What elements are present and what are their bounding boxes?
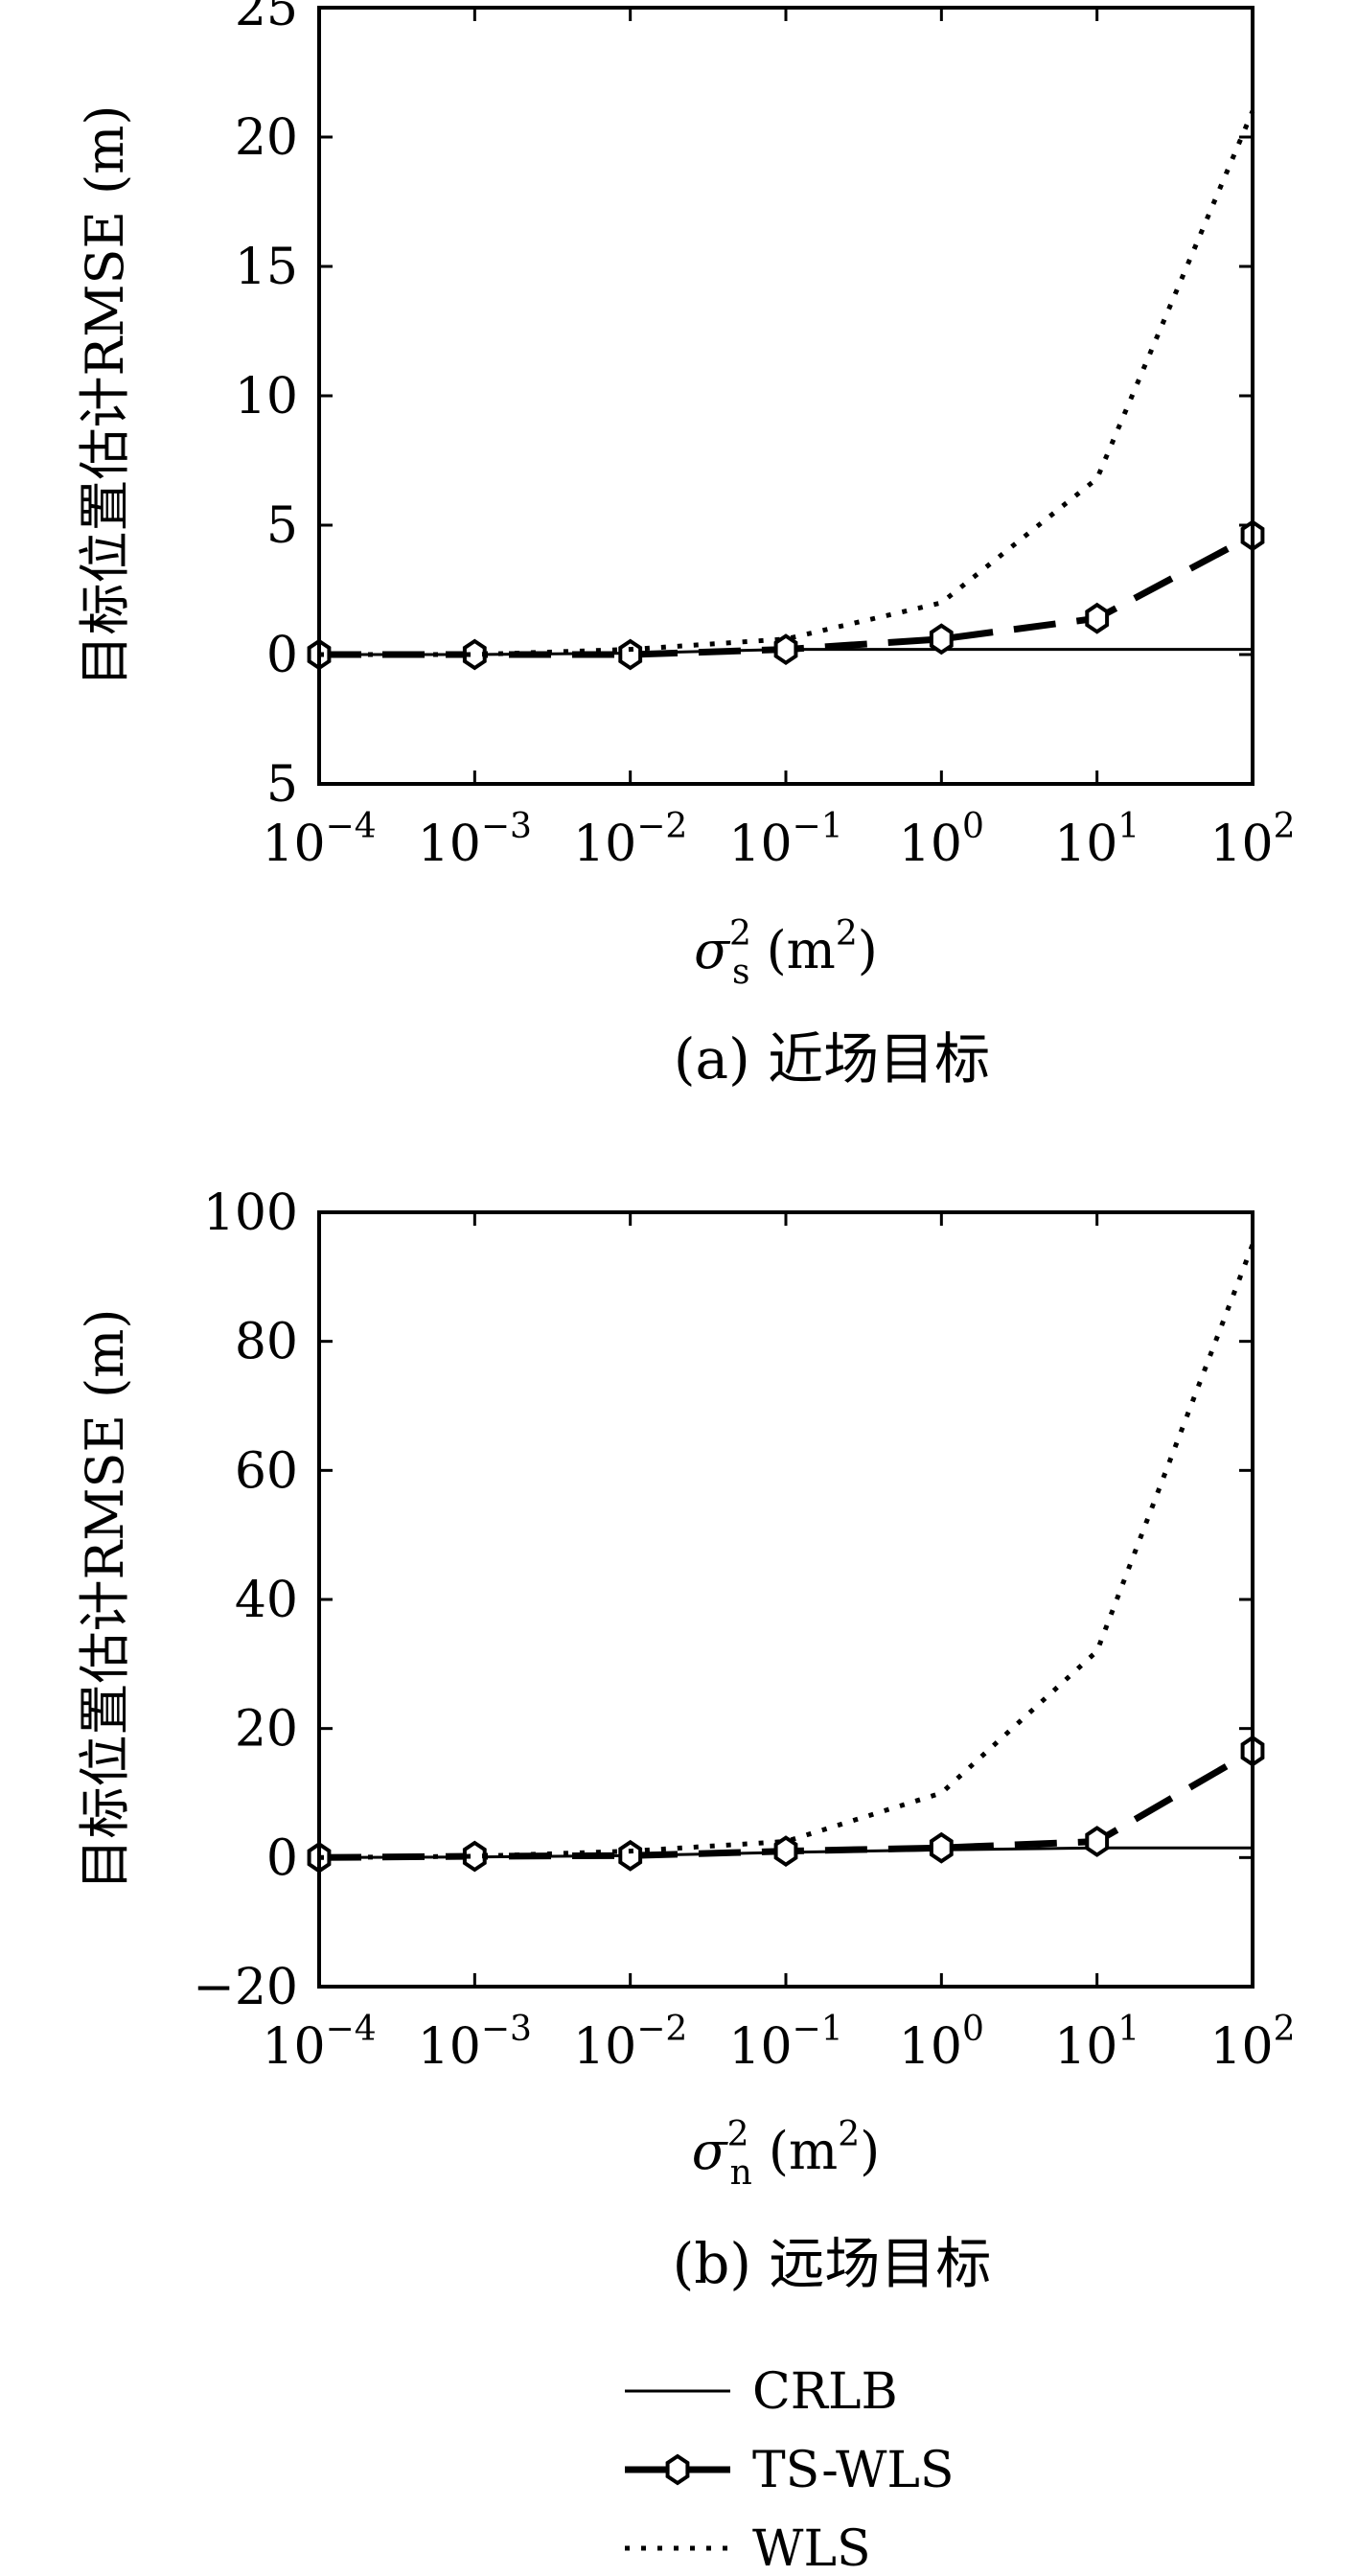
x-tick-label: 101 [1054, 807, 1139, 873]
legend-label-wls: WLS [752, 2520, 871, 2576]
y-tick-label: 5 [266, 497, 298, 555]
y-tick-label: 20 [235, 1701, 298, 1759]
y-tick-label: 0 [266, 627, 298, 684]
series-marker-ts-wls [929, 623, 954, 656]
y-tick-label: −20 [193, 1959, 298, 2016]
y-axis-label: 目标位置估计RMSE (m) [75, 1309, 135, 1891]
plot-frame [317, 1210, 1254, 1989]
x-tick-label: 10−1 [728, 2010, 842, 2076]
x-tick-label: 10−2 [573, 807, 687, 873]
plot-frame [317, 6, 1254, 786]
x-axis-label: σ2 s (m2) [694, 914, 878, 992]
x-tick-label: 101 [1054, 2010, 1139, 2076]
series-line-wls [319, 110, 1255, 657]
y-tick-label: 0 [266, 1829, 298, 1887]
series-marker-ts-wls [773, 633, 798, 666]
series-marker-ts-wls [462, 638, 487, 671]
y-axis-label: 目标位置估计RMSE (m) [75, 105, 135, 687]
x-axis-label: σ2 n (m2) [692, 2115, 880, 2193]
x-tick-label: 10−1 [728, 807, 842, 873]
caption-b: (b) 远场目标 [673, 2231, 992, 2296]
legend-label-ts-wls: TS-WLS [752, 2442, 955, 2499]
x-tick-label: 10−3 [418, 2010, 532, 2076]
legend: CRLB TS-WLS WLS [625, 2363, 955, 2576]
caption-a: (a) 近场目标 [674, 1026, 990, 1092]
chart-far-field: (b) 远场目标 −20 0 20 40 60 80 100 10−4 10−3 10−2 10−1… [75, 1184, 1296, 2296]
chart-near-field: (a) 近场目标 5 0 5 10 15 20 25 10−4 10−3 10−2 10−1 100 1… [75, 0, 1296, 1092]
x-tick-label: 100 [899, 2010, 984, 2076]
y-tick-label: 15 [235, 239, 298, 296]
x-tick-label: 10−4 [262, 807, 376, 873]
legend-label-crlb: CRLB [752, 2363, 898, 2421]
y-tick-label: 80 [235, 1314, 298, 1371]
x-tick-label: 102 [1209, 2010, 1295, 2076]
series-marker-ts-wls [1085, 1826, 1110, 1857]
x-tick-label: 10−4 [262, 2010, 376, 2076]
y-tick-label: 20 [235, 109, 298, 167]
y-tick-label: 40 [235, 1572, 298, 1629]
y-tick-label: 10 [235, 368, 298, 426]
legend-marker-ts-wls [665, 2453, 690, 2486]
y-tick-label: 100 [203, 1184, 298, 1242]
x-tick-label: 10−2 [573, 2010, 687, 2076]
series-marker-ts-wls [1085, 602, 1110, 634]
series-marker-ts-wls [929, 1831, 954, 1864]
y-tick-label: 60 [235, 1442, 298, 1500]
y-tick-label: 25 [235, 0, 298, 37]
series-marker-ts-wls [618, 638, 643, 671]
series-marker-ts-wls [462, 1840, 487, 1873]
series-marker-ts-wls [618, 1839, 643, 1872]
x-tick-label: 10−3 [418, 807, 532, 873]
series-line-wls [318, 1243, 1255, 1860]
y-tick-label: 5 [266, 756, 298, 814]
x-tick-label: 102 [1209, 807, 1295, 873]
x-tick-label: 100 [899, 807, 984, 873]
